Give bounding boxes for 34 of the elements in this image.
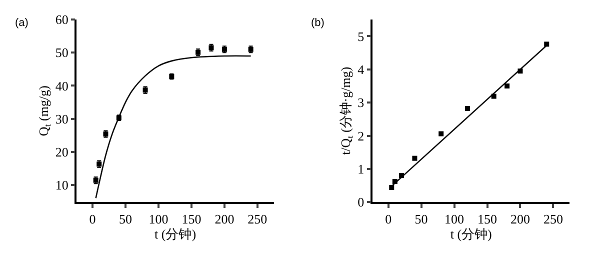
- text: (b): [311, 17, 324, 29]
- point: [389, 185, 394, 190]
- y-tick-label: 10: [55, 177, 68, 192]
- point: [464, 106, 470, 112]
- x-tick-label: 100: [444, 211, 464, 226]
- x-tick-label: 200: [214, 211, 234, 226]
- y-tick-label: 3: [358, 95, 364, 110]
- point: [504, 83, 510, 88]
- point: [438, 131, 444, 136]
- y-tick-label: 60: [55, 12, 68, 28]
- x-tick-label: 0: [89, 211, 96, 226]
- x-tick-label: 150: [182, 211, 202, 226]
- y-tick-label: 1: [358, 161, 364, 176]
- text: (a): [15, 17, 28, 29]
- x-tick-label: 100: [148, 211, 168, 226]
- x-tick-label: 50: [119, 211, 132, 226]
- x-tick-label: 200: [510, 211, 530, 226]
- y-tick-label: 0: [358, 194, 364, 210]
- y-tick-label: 40: [55, 78, 68, 94]
- y-tick-label: 30: [55, 111, 68, 126]
- x-tick-label: 50: [414, 211, 428, 226]
- x-tick-label: 250: [543, 211, 563, 226]
- y-tick-label: 2: [358, 128, 364, 144]
- point: [544, 42, 550, 47]
- y-tick-label: 5: [358, 28, 364, 44]
- point: [412, 156, 418, 161]
- x-axis-title: t (分钟): [450, 226, 492, 242]
- x-tick-label: 250: [248, 211, 268, 226]
- y-tick-label: 4: [358, 62, 365, 77]
- x-tick-label: 0: [385, 211, 392, 226]
- y-tick-label: 20: [55, 144, 68, 160]
- y-tick-label: 50: [55, 45, 68, 60]
- x-axis-title: t (分钟): [154, 226, 196, 242]
- x-tick-label: 150: [478, 211, 498, 226]
